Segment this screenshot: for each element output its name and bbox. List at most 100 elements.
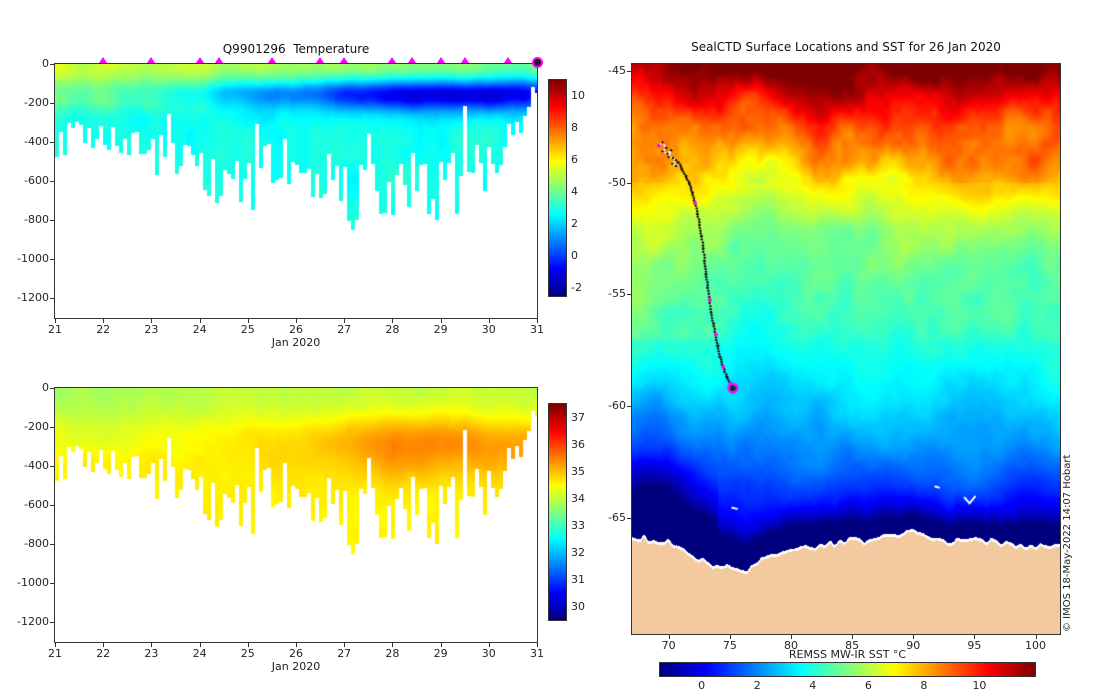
x-tick-label: 22 <box>96 323 111 336</box>
sst-cbar-tick-label: 2 <box>753 679 761 692</box>
tick-mark <box>627 517 631 519</box>
x-tick-label: 21 <box>48 323 62 336</box>
map-x-tick-label: 85 <box>845 639 860 652</box>
tick-mark <box>344 643 346 647</box>
cbar-tick-label: 37 <box>571 410 585 424</box>
cbar-tick-label: 6 <box>571 153 578 166</box>
x-tick-label: 30 <box>481 647 496 660</box>
cbar-tick-label: 35 <box>571 464 585 478</box>
tick-mark <box>50 142 54 144</box>
tick-mark <box>974 635 976 639</box>
tick-mark <box>50 103 54 105</box>
x-tick-label: 25 <box>240 323 255 336</box>
cbar-tick-label: 32 <box>571 545 585 559</box>
y-tick-label: -1200 <box>17 615 49 629</box>
map-y-tick-label: -55 <box>608 287 626 301</box>
profile-marker <box>99 57 108 63</box>
map-y-tick-label: -50 <box>608 175 626 189</box>
tick-mark <box>296 319 297 323</box>
tick-mark <box>199 643 201 647</box>
cbar-tick-label: 0 <box>571 249 578 262</box>
tick-mark <box>344 319 346 323</box>
tick-mark <box>50 181 54 183</box>
tick-mark <box>55 643 56 647</box>
tick-mark <box>392 643 394 647</box>
cbar-tick-label: 2 <box>571 217 578 230</box>
profile-marker <box>214 57 223 63</box>
temperature-plot-title: Q9901296 Temperature <box>222 42 370 56</box>
cbar-tick-label: 31 <box>571 572 585 586</box>
tick-mark <box>790 635 792 639</box>
temperature-xaxis-label: Jan 2020 <box>271 336 321 349</box>
x-tick-label: 27 <box>337 647 352 660</box>
tick-mark <box>1035 635 1037 639</box>
tick-mark <box>537 643 538 647</box>
x-tick-label: 25 <box>240 647 255 660</box>
copyright-credit: © IMOS 18-May-2022 14:07 Hobart <box>1062 454 1073 632</box>
x-tick-label: 29 <box>433 323 448 336</box>
y-tick-label: -1200 <box>17 291 49 305</box>
tick-mark <box>488 319 490 323</box>
tick-mark <box>247 319 249 323</box>
tick-mark <box>913 635 915 639</box>
y-tick-label: -400 <box>24 459 49 473</box>
profile-marker <box>504 57 513 63</box>
tick-mark <box>50 64 54 65</box>
sst-map <box>631 63 1061 635</box>
profile-marker <box>195 57 204 63</box>
x-tick-label: 28 <box>385 647 400 660</box>
temperature-heatmap <box>54 63 538 319</box>
tick-mark <box>247 643 249 647</box>
tick-mark <box>151 319 153 323</box>
cbar-tick-label: 8 <box>571 121 578 134</box>
map-x-tick-label: 95 <box>967 639 982 652</box>
profile-marker <box>340 57 349 63</box>
cbar-tick-label: 30 <box>571 599 585 613</box>
tick-mark <box>440 643 442 647</box>
tick-mark <box>729 635 731 639</box>
cbar-tick-label: 4 <box>571 185 578 198</box>
tick-mark <box>50 466 54 468</box>
tick-mark <box>50 388 54 389</box>
tick-mark <box>55 319 56 323</box>
tick-mark <box>50 505 54 507</box>
y-tick-label: -600 <box>24 498 49 512</box>
map-x-tick-label: 90 <box>906 639 921 652</box>
x-tick-label: 22 <box>96 647 111 660</box>
cbar-tick-label: 10 <box>571 89 585 102</box>
x-tick-label: 23 <box>144 647 159 660</box>
y-tick-label: -1000 <box>17 252 49 266</box>
map-y-tick-label: -45 <box>608 63 626 77</box>
tick-mark <box>668 635 670 639</box>
y-tick-label: -800 <box>24 537 49 551</box>
sst-cbar-tick-label: 8 <box>920 679 928 692</box>
tick-mark <box>296 643 297 647</box>
tick-mark <box>103 643 105 647</box>
x-tick-label: 31 <box>530 647 544 660</box>
tick-mark <box>627 182 631 184</box>
map-x-tick-label: 80 <box>783 639 798 652</box>
tick-mark <box>488 643 490 647</box>
map-title: SealCTD Surface Locations and SST for 26… <box>691 40 1001 54</box>
cbar-tick-label: 36 <box>571 437 585 451</box>
tick-mark <box>627 406 631 408</box>
tick-mark <box>151 643 153 647</box>
x-tick-label: 31 <box>530 323 544 336</box>
map-y-tick-label: -60 <box>608 399 626 413</box>
y-tick-label: 0 <box>42 57 49 70</box>
profile-marker <box>316 57 325 63</box>
map-y-tick-label: -65 <box>608 510 626 524</box>
map-x-tick-label: 75 <box>722 639 737 652</box>
tick-mark <box>440 319 442 323</box>
y-tick-label: 0 <box>42 381 49 394</box>
tick-mark <box>627 294 631 296</box>
x-tick-label: 29 <box>433 647 448 660</box>
tick-mark <box>852 635 854 639</box>
x-tick-label: 23 <box>144 323 159 336</box>
x-tick-label: 26 <box>289 323 303 336</box>
y-tick-label: -800 <box>24 213 49 227</box>
y-tick-label: -1000 <box>17 576 49 590</box>
last-profile-marker <box>532 57 543 68</box>
tick-mark <box>50 298 54 300</box>
sst-cbar-tick-label: 0 <box>698 679 706 692</box>
